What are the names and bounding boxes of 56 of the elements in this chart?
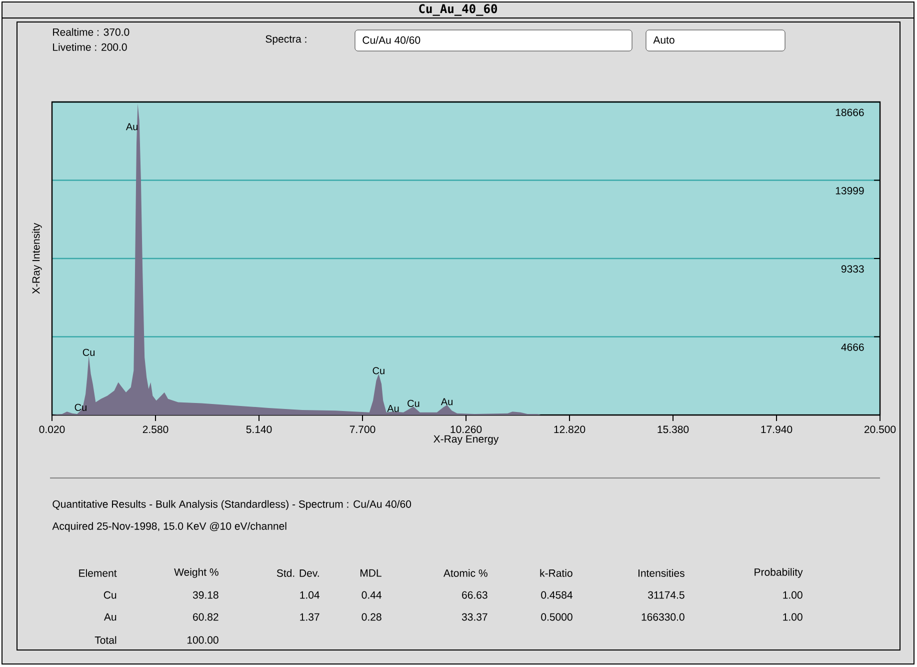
y-tick-label: 9333 (841, 265, 864, 273)
text: Weight % (174, 568, 218, 578)
x-tick-label: 17.940 (761, 426, 792, 434)
text: Cu/Au 40/60 (362, 36, 420, 44)
annotation: Cu (408, 400, 420, 407)
annotation: Au (440, 398, 452, 406)
x-tick-label: 20.500 (864, 426, 896, 434)
text: 1.00 (783, 613, 802, 621)
text: 60.82 (193, 613, 218, 621)
y-tick-label: 18666 (836, 108, 864, 116)
text: Atomic % (443, 569, 488, 577)
x-tick-label: 12.820 (554, 426, 586, 434)
x-tick-label: 7.700 (350, 426, 376, 434)
y-tick-label: 13999 (836, 186, 864, 194)
text: 0.4584 (541, 591, 572, 599)
text: Auto (653, 36, 674, 44)
text: Std. Dev. (276, 569, 319, 577)
annotation: Cu (74, 404, 86, 411)
text: Intensities (638, 569, 684, 577)
text: 166330.0 (642, 613, 684, 621)
text: Quantitative Results - Bulk Analysis (Standardless) - Spectrum : Cu/Au 40/60 (52, 500, 412, 510)
text: Probability (754, 568, 803, 578)
text: 31174.5 (648, 591, 684, 599)
text: Spectra : (266, 35, 306, 45)
text: MDL (360, 569, 382, 577)
x-tick-label: 2.580 (142, 426, 168, 434)
text: 1.37 (300, 613, 320, 621)
text: 1.04 (300, 591, 320, 599)
text: Total (94, 636, 116, 644)
chart-title: Cu_Au_40_60 (419, 4, 498, 16)
text: 0.28 (362, 613, 382, 621)
y-axis-title: X-Ray Intensity (32, 222, 42, 294)
annotation: Au (126, 123, 138, 130)
text: 0.5000 (541, 613, 572, 621)
text: Au (104, 613, 116, 621)
text: k-Ratio (540, 569, 572, 577)
text: Acquired 25-Nov-1998, 15.0 KeV @10 eV/channel (52, 522, 286, 532)
annotation: Au (387, 404, 399, 412)
annotation: Cu (82, 348, 95, 356)
x-tick-label: 0.020 (39, 426, 65, 434)
text: 39.18 (192, 591, 218, 599)
text: 1.00 (783, 591, 802, 599)
text: 0.44 (362, 591, 382, 599)
text: Cu (104, 591, 116, 599)
y-tick-label: 4666 (841, 343, 864, 351)
text: 33.37 (462, 613, 488, 621)
text: 66.63 (462, 591, 488, 599)
x-axis-title: X-Ray Energy (434, 435, 499, 445)
x-tick-label: 10.260 (450, 426, 482, 434)
text: Livetime : 200.0 (53, 43, 127, 51)
x-tick-label: 5.140 (246, 426, 272, 434)
text: 100.00 (187, 636, 218, 644)
x-tick-label: 15.380 (658, 426, 689, 434)
annotation: Cu (372, 367, 384, 374)
text: Element (79, 569, 117, 577)
text: Realtime : 370.0 (53, 28, 130, 36)
